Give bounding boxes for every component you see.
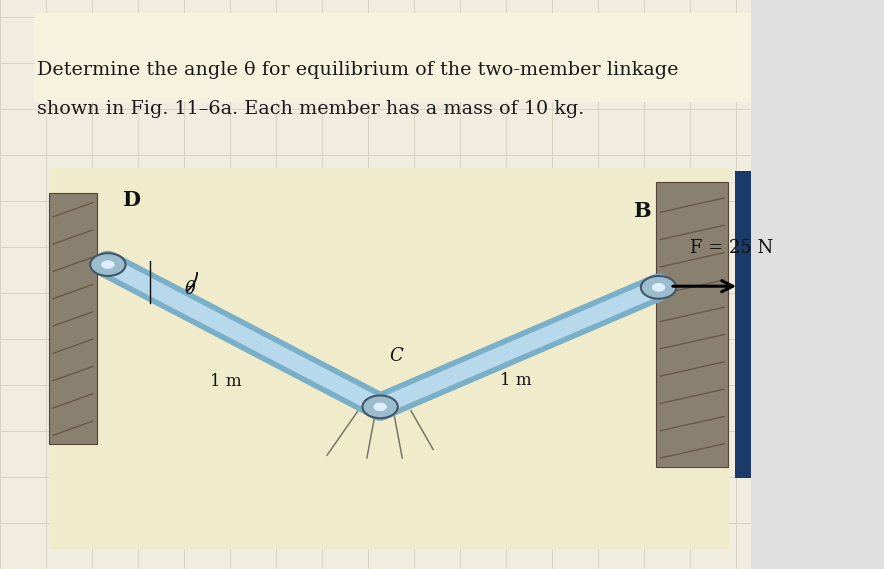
Text: 1 m: 1 m bbox=[500, 372, 532, 389]
Bar bbox=[735, 171, 751, 478]
Text: shown in Fig. 11–6a. Each member has a mass of 10 kg.: shown in Fig. 11–6a. Each member has a m… bbox=[37, 100, 584, 118]
Bar bbox=[751, 0, 884, 569]
Circle shape bbox=[373, 402, 387, 411]
Bar bbox=[49, 193, 97, 444]
Circle shape bbox=[652, 283, 666, 292]
Circle shape bbox=[101, 260, 115, 269]
Circle shape bbox=[641, 276, 676, 299]
Text: 1 m: 1 m bbox=[210, 373, 241, 390]
Text: C: C bbox=[389, 347, 403, 365]
Circle shape bbox=[362, 395, 398, 418]
Text: θ: θ bbox=[185, 280, 195, 298]
Text: F = 25 N: F = 25 N bbox=[690, 238, 773, 257]
Circle shape bbox=[90, 253, 126, 276]
Bar bbox=[34, 13, 807, 102]
Text: D: D bbox=[122, 190, 140, 211]
Text: Determine the angle θ for equilibrium of the two-member linkage: Determine the angle θ for equilibrium of… bbox=[37, 61, 679, 80]
Text: B: B bbox=[633, 200, 651, 221]
Bar bbox=[49, 168, 729, 549]
Bar bbox=[656, 182, 728, 467]
